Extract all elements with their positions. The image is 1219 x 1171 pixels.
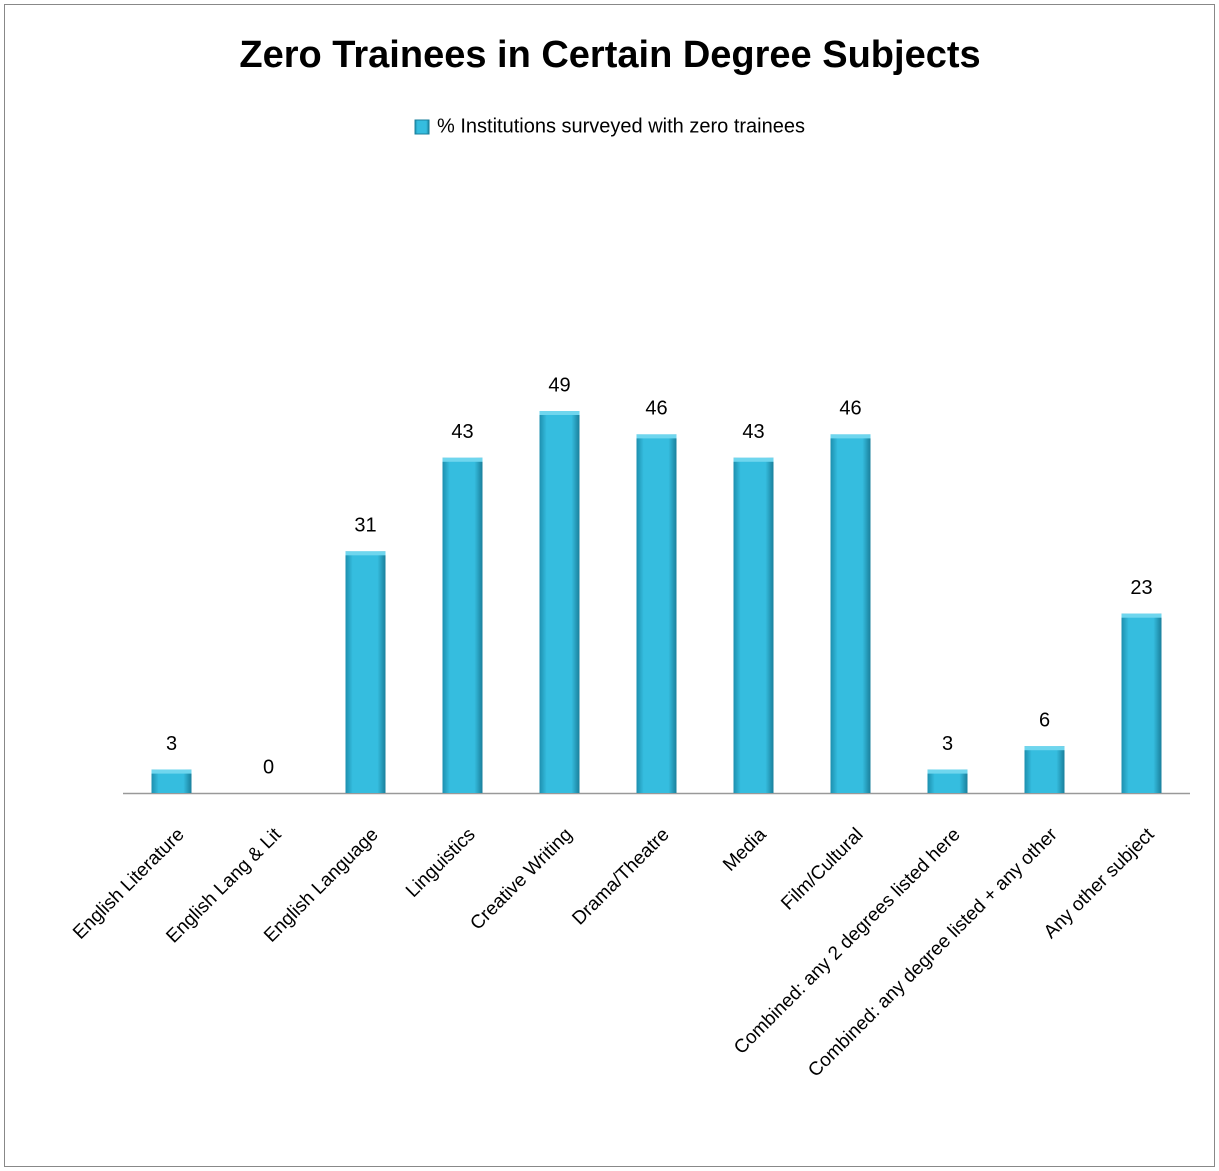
bar-cap — [1121, 613, 1162, 618]
bar — [345, 551, 386, 793]
data-label: 3 — [942, 733, 953, 755]
bar — [636, 434, 677, 793]
bar-cap — [345, 551, 386, 556]
bar — [539, 411, 580, 793]
bar — [151, 769, 192, 793]
bar — [733, 457, 774, 793]
bar-cap — [151, 769, 192, 774]
data-label: 43 — [451, 421, 473, 443]
bar-cap — [1024, 746, 1065, 751]
bar-cap — [927, 769, 968, 774]
data-label: 6 — [1039, 710, 1050, 732]
bar — [1121, 613, 1162, 793]
data-label: 49 — [548, 374, 570, 396]
bar — [442, 457, 483, 793]
chart-title: Zero Trainees in Certain Degree Subjects — [239, 34, 980, 76]
bar — [927, 769, 968, 793]
data-label: 46 — [839, 398, 861, 420]
bar-cap — [442, 457, 483, 462]
bar-cap — [830, 434, 871, 439]
chart-border — [4, 4, 1215, 1167]
data-label: 3 — [166, 733, 177, 755]
data-label: 0 — [263, 756, 274, 778]
legend-swatch — [414, 119, 430, 135]
data-label: 23 — [1130, 577, 1152, 599]
bar-cap — [733, 457, 774, 462]
legend-label: % Institutions surveyed with zero traine… — [437, 115, 805, 137]
bar-cap — [636, 434, 677, 439]
data-label: 43 — [742, 421, 764, 443]
data-label: 46 — [645, 398, 667, 420]
bar-cap — [539, 411, 580, 415]
bar — [830, 434, 871, 793]
data-label: 31 — [354, 515, 376, 537]
bar — [1024, 746, 1065, 793]
